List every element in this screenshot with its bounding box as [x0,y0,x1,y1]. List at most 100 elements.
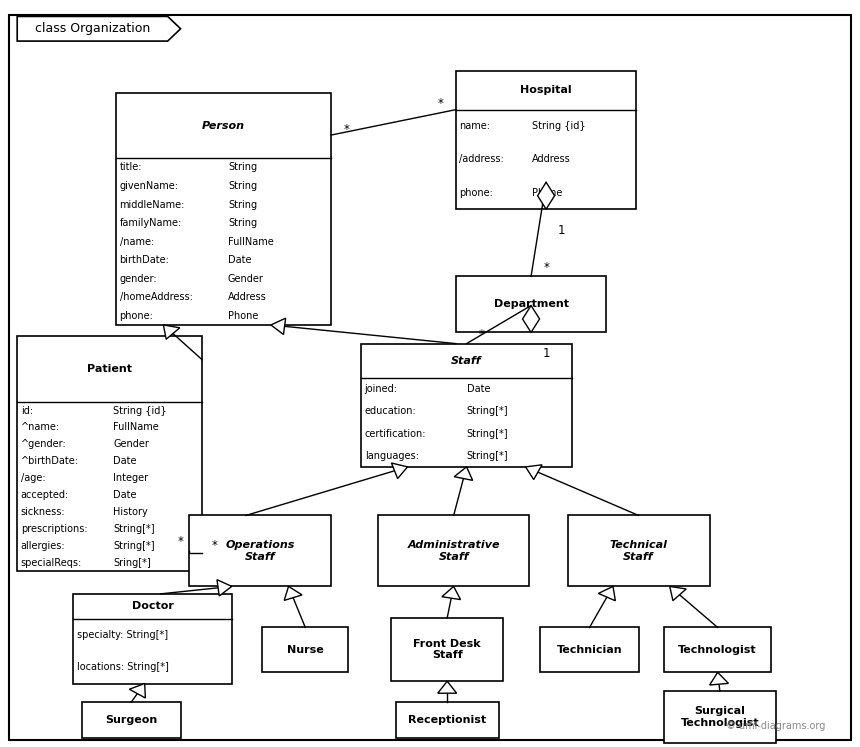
Text: String: String [228,181,257,191]
Text: /homeAddress:: /homeAddress: [120,292,193,302]
Text: Address: Address [228,292,267,302]
Text: Technologist: Technologist [679,645,757,655]
Text: Technical
Staff: Technical Staff [610,540,667,562]
Text: 1: 1 [558,223,565,237]
Text: phone:: phone: [120,311,153,320]
Text: String[*]: String[*] [114,524,155,534]
Text: Receptionist: Receptionist [408,715,486,725]
Polygon shape [670,586,686,601]
Text: ^birthDate:: ^birthDate: [21,456,78,466]
Text: name:: name: [459,121,490,131]
Bar [456,71,636,209]
Text: © uml-diagrams.org: © uml-diagrams.org [726,721,826,731]
Text: String[*]: String[*] [114,541,155,551]
Text: middleName:: middleName: [120,199,185,209]
Text: String: String [228,218,257,228]
Text: ^name:: ^name: [21,423,59,433]
Text: 1: 1 [543,347,550,360]
Text: String[*]: String[*] [466,450,508,461]
Text: allergies:: allergies: [21,541,65,551]
Text: givenName:: givenName: [120,181,179,191]
Text: Nurse: Nurse [287,645,323,655]
Text: Staff: Staff [452,356,482,366]
Bar [73,594,232,684]
Bar [378,515,529,586]
Polygon shape [271,318,286,335]
Text: String {id}: String {id} [114,406,167,415]
Text: String {id}: String {id} [531,121,586,131]
Text: Gender: Gender [114,439,150,450]
Text: Integer: Integer [114,474,149,483]
Text: Phone: Phone [531,187,562,197]
Text: *: * [479,328,485,341]
Text: Department: Department [494,300,568,309]
Text: Person: Person [202,121,245,131]
Text: String[*]: String[*] [466,406,508,416]
Text: Sring[*]: Sring[*] [114,558,151,568]
Text: FullName: FullName [228,237,273,247]
Text: String: String [228,199,257,209]
Polygon shape [454,467,473,480]
Text: joined:: joined: [365,384,397,394]
Polygon shape [442,586,461,600]
Polygon shape [523,306,539,332]
Text: Date: Date [114,456,137,466]
Bar [17,336,202,571]
Text: languages:: languages: [365,450,419,461]
Text: phone:: phone: [459,187,493,197]
Text: *: * [212,539,218,552]
Text: *: * [438,97,443,111]
Text: History: History [114,507,148,517]
Bar [262,627,348,672]
Bar [189,515,331,586]
Text: sickness:: sickness: [21,507,65,517]
Text: Date: Date [114,490,137,500]
Polygon shape [599,586,616,601]
Text: prescriptions:: prescriptions: [21,524,87,534]
Bar [664,627,771,672]
Polygon shape [538,182,555,209]
Text: Surgical
Technologist: Surgical Technologist [680,707,759,728]
Text: Phone: Phone [228,311,258,320]
Text: familyName:: familyName: [120,218,181,228]
Text: education:: education: [365,406,416,416]
Bar [540,627,639,672]
Text: Patient: Patient [87,364,132,374]
Polygon shape [17,16,181,41]
Text: specialReqs:: specialReqs: [21,558,82,568]
Text: Gender: Gender [228,273,264,284]
Polygon shape [163,325,180,339]
Text: FullName: FullName [114,423,159,433]
Bar [456,276,606,332]
Bar [361,344,572,467]
Text: *: * [178,536,183,548]
Text: Surgeon: Surgeon [105,715,157,725]
Text: Doctor: Doctor [132,601,174,611]
Text: /age:: /age: [21,474,46,483]
Text: Date: Date [228,255,251,265]
Text: gender:: gender: [120,273,157,284]
Text: id:: id: [21,406,33,415]
Text: Technician: Technician [556,645,623,655]
Polygon shape [391,463,408,479]
Bar [396,702,499,738]
Text: String: String [228,163,257,173]
Bar [82,702,181,738]
Text: specialty: String[*]: specialty: String[*] [77,630,168,640]
Text: Date: Date [466,384,490,394]
Text: Front Desk
Staff: Front Desk Staff [414,639,481,660]
Text: String[*]: String[*] [466,429,508,438]
Text: Address: Address [531,155,570,164]
Polygon shape [129,684,145,698]
Bar [391,618,503,681]
Polygon shape [525,465,542,480]
Text: locations: String[*]: locations: String[*] [77,663,169,672]
Polygon shape [438,681,457,693]
Bar [568,515,710,586]
Text: /name:: /name: [120,237,154,247]
Text: Operations
Staff: Operations Staff [225,540,295,562]
Text: title:: title: [120,163,142,173]
Text: *: * [344,123,349,136]
Text: Hospital: Hospital [520,85,572,96]
Bar [116,93,331,325]
